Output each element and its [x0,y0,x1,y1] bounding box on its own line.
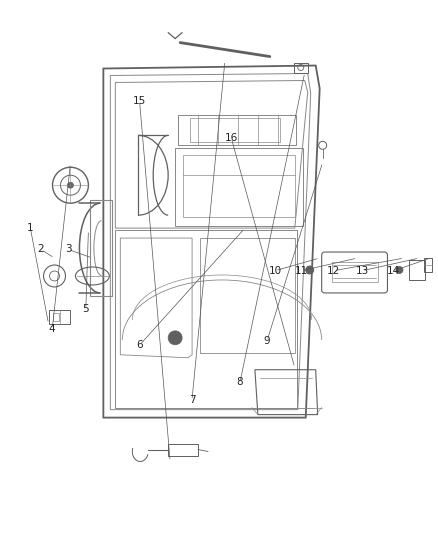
Bar [49,310,71,324]
Bar [410,260,425,280]
Bar [200,238,295,353]
Bar [168,443,198,456]
Text: 1: 1 [27,223,34,233]
Bar [183,155,295,217]
Text: 13: 13 [356,266,369,276]
Text: 3: 3 [65,245,72,254]
Circle shape [396,266,403,273]
Text: 14: 14 [387,266,400,276]
Bar [53,313,59,321]
Text: 4: 4 [49,324,56,334]
Bar [294,62,308,72]
Bar [90,200,112,296]
Circle shape [67,182,74,188]
Text: 10: 10 [268,266,282,276]
Bar [190,118,280,142]
Circle shape [168,331,182,345]
Bar [424,258,432,272]
Text: 7: 7 [189,395,195,406]
Text: 12: 12 [327,266,340,276]
Bar [332,262,378,282]
Text: 15: 15 [133,95,146,106]
Text: 2: 2 [38,245,44,254]
Text: 16: 16 [225,133,238,143]
Text: 9: 9 [264,336,270,346]
Text: 8: 8 [237,377,243,387]
Bar [115,230,297,408]
Text: 5: 5 [82,304,89,314]
Text: 6: 6 [136,340,143,350]
Bar [175,148,303,226]
Text: 11: 11 [294,266,308,276]
Circle shape [306,266,314,274]
Bar [178,116,296,146]
